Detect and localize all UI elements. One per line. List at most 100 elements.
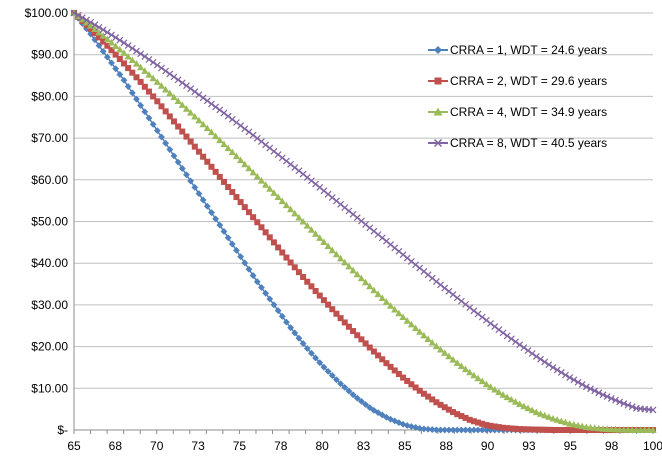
data-point (153, 61, 161, 69)
data-point (199, 196, 207, 204)
data-point (308, 349, 315, 357)
x-tick-label: 70 (150, 439, 164, 453)
data-point (425, 393, 432, 400)
data-point (279, 249, 286, 256)
x-tick-label: 93 (522, 439, 536, 453)
data-point (553, 416, 561, 423)
data-point (432, 278, 440, 285)
data-point (133, 47, 140, 55)
data-point (253, 172, 261, 180)
data-point (270, 239, 277, 246)
data-point (175, 123, 182, 130)
data-point (120, 39, 128, 47)
data-point (312, 354, 319, 362)
data-point (328, 372, 336, 379)
data-point (249, 272, 257, 279)
data-point (283, 254, 290, 261)
data-point (441, 404, 448, 411)
data-point (216, 106, 224, 114)
data-point (154, 98, 161, 105)
data-point (258, 284, 265, 291)
data-point (203, 124, 211, 132)
data-point (332, 250, 341, 258)
data-point (224, 234, 232, 242)
data-point (545, 361, 553, 369)
data-point (504, 425, 511, 432)
data-point (378, 294, 386, 301)
data-point (333, 376, 340, 384)
data-point (516, 400, 524, 408)
data-point (212, 103, 220, 111)
data-point (470, 426, 478, 434)
data-point (145, 114, 153, 122)
data-point (170, 73, 178, 81)
data-point (137, 78, 144, 85)
data-point (266, 185, 274, 192)
data-point (91, 21, 99, 29)
data-point (420, 390, 427, 397)
data-point (570, 427, 577, 433)
data-point (233, 194, 240, 201)
data-point (179, 128, 186, 135)
series-line (73, 12, 654, 411)
x-tick-label: 68 (109, 439, 123, 453)
data-point (362, 340, 369, 347)
data-point (141, 67, 149, 74)
data-point (178, 101, 186, 108)
legend-marker (434, 77, 442, 85)
data-point (503, 332, 511, 340)
data-point (528, 350, 536, 357)
data-point (566, 427, 573, 433)
data-point (350, 328, 357, 335)
data-point (470, 418, 477, 425)
data-point (95, 34, 102, 41)
data-point (245, 265, 253, 273)
data-point (649, 406, 657, 414)
y-tick-label: $20.00 (31, 340, 68, 354)
data-point (382, 298, 391, 305)
data-point (91, 30, 98, 37)
data-point (403, 317, 411, 324)
data-point (441, 349, 449, 356)
data-point (270, 189, 278, 196)
data-point (178, 165, 186, 172)
data-point (249, 131, 257, 139)
data-point (116, 36, 124, 44)
data-point (324, 242, 332, 250)
data-point (491, 423, 498, 430)
data-point (583, 427, 590, 433)
data-point (462, 426, 469, 434)
data-point (491, 323, 499, 330)
data-point (624, 401, 632, 409)
data-point (229, 189, 236, 196)
data-point (478, 377, 486, 385)
data-point (300, 273, 307, 280)
data-point (283, 157, 290, 165)
data-point (383, 360, 390, 367)
data-point (187, 109, 195, 116)
data-point (216, 136, 224, 144)
data-point (295, 334, 303, 342)
data-point (99, 47, 107, 55)
data-point (433, 399, 440, 406)
data-point (220, 109, 228, 117)
data-point (478, 313, 486, 321)
data-point (95, 28, 103, 36)
data-point (561, 418, 570, 426)
data-point (312, 287, 319, 294)
data-point (87, 18, 95, 26)
data-point (191, 183, 199, 191)
data-point (153, 78, 161, 85)
data-point (391, 367, 398, 374)
data-point (124, 52, 132, 60)
data-point (416, 387, 423, 394)
data-point (258, 224, 265, 231)
data-point (225, 183, 232, 190)
data-point (278, 197, 286, 205)
data-point (112, 42, 120, 49)
data-point (428, 426, 436, 433)
data-point (137, 63, 145, 71)
data-point (482, 316, 490, 324)
data-point (282, 201, 291, 209)
